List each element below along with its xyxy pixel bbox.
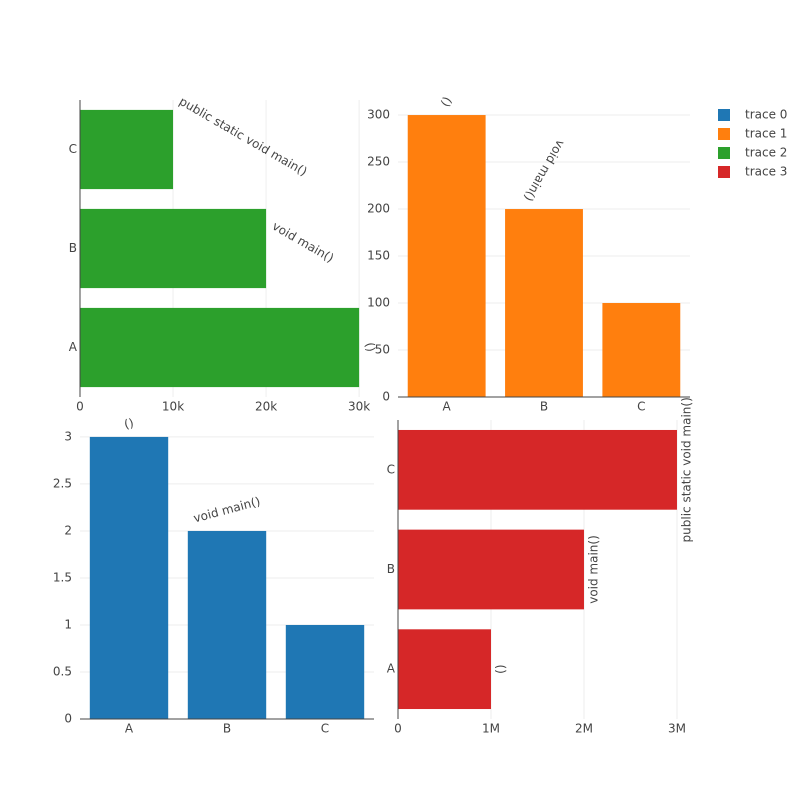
legend-label: trace 1 xyxy=(745,127,787,141)
y-tick-label: 0 xyxy=(382,390,390,404)
y-tick-label: 250 xyxy=(367,155,390,169)
y-tick-label: 2.5 xyxy=(53,476,72,490)
bar-text: void main() xyxy=(586,535,600,604)
y-tick-label: 2 xyxy=(64,523,72,537)
bar xyxy=(80,307,360,388)
bar xyxy=(505,209,583,397)
x-tick-label: 10k xyxy=(162,400,184,414)
y-tick-label: 100 xyxy=(367,296,390,310)
bar-text: () xyxy=(493,664,507,673)
bar-text: void main() xyxy=(192,494,262,525)
y-tick-label: B xyxy=(69,241,77,255)
bar xyxy=(398,629,491,710)
y-tick-label: 1 xyxy=(64,617,72,631)
bar xyxy=(602,303,681,397)
bar-text: void main() xyxy=(270,219,336,265)
x-tick-label: 0 xyxy=(394,722,402,736)
legend-swatch xyxy=(718,128,730,140)
bar-text: () xyxy=(123,416,135,432)
y-tick-label: C xyxy=(69,142,77,156)
bar-text: () xyxy=(363,341,378,353)
bar-text: () xyxy=(438,94,455,109)
x-tick-label: C xyxy=(637,400,645,414)
x-tick-label: A xyxy=(443,400,452,414)
legend-label: trace 2 xyxy=(745,146,787,160)
legend-label: trace 0 xyxy=(745,108,787,122)
x-tick-label: 3M xyxy=(668,722,686,736)
y-tick-label: 200 xyxy=(367,202,390,216)
bar xyxy=(187,530,267,719)
y-tick-label: 150 xyxy=(367,249,390,263)
legend-label: trace 3 xyxy=(745,165,787,179)
x-tick-label: 20k xyxy=(255,400,277,414)
y-tick-label: B xyxy=(387,562,395,576)
y-tick-label: 1.5 xyxy=(53,570,72,584)
y-tick-label: A xyxy=(69,340,78,354)
bar xyxy=(80,208,267,289)
y-tick-label: 0.5 xyxy=(53,664,72,678)
y-tick-label: 0 xyxy=(64,712,72,726)
legend-swatch xyxy=(718,147,730,159)
y-tick-label: 300 xyxy=(367,108,390,122)
legend-swatch xyxy=(718,109,730,121)
y-tick-label: A xyxy=(387,662,396,676)
bar xyxy=(407,115,486,398)
x-tick-label: B xyxy=(540,400,548,414)
bar xyxy=(285,624,365,719)
y-tick-label: 3 xyxy=(64,429,72,443)
x-tick-label: B xyxy=(223,722,231,736)
x-tick-label: 1M xyxy=(482,722,500,736)
x-tick-label: A xyxy=(125,722,134,736)
bar-text: void main() xyxy=(521,137,567,203)
bar xyxy=(398,529,584,610)
bar xyxy=(80,109,174,190)
x-tick-label: C xyxy=(321,722,329,736)
x-tick-label: 0 xyxy=(76,400,84,414)
x-tick-label: 30k xyxy=(348,400,370,414)
bar-text: public static void main() xyxy=(177,94,310,179)
x-tick-label: 2M xyxy=(575,722,593,736)
bar-text: public static void main() xyxy=(679,397,693,542)
legend-swatch xyxy=(718,166,730,178)
y-tick-label: C xyxy=(387,462,395,476)
bar xyxy=(398,429,677,510)
y-tick-label: 50 xyxy=(375,343,390,357)
bar xyxy=(89,436,169,719)
